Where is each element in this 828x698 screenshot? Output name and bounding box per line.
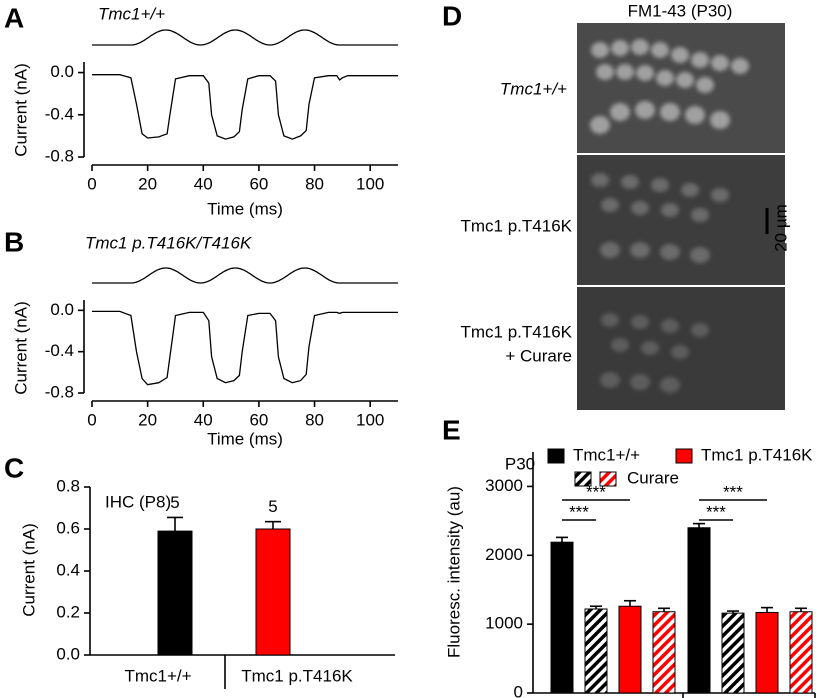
current-trace bbox=[92, 74, 398, 140]
y-tick-label: 0.4 bbox=[56, 560, 80, 579]
annotation: IHC (P8) bbox=[105, 492, 171, 511]
y-tick-label: 0.0 bbox=[56, 644, 80, 663]
bar bbox=[687, 527, 711, 694]
bar bbox=[618, 605, 642, 694]
x-tick-label: 20 bbox=[138, 410, 157, 429]
y-tick-label: -0.8 bbox=[45, 382, 74, 401]
y-tick-label: -0.8 bbox=[45, 146, 74, 165]
image bbox=[577, 155, 785, 285]
y-axis-label: Current (nA) bbox=[19, 523, 38, 617]
bar bbox=[584, 608, 608, 694]
chart-title: Tmc1+/+ bbox=[98, 4, 165, 23]
y-tick-label: -0.4 bbox=[45, 341, 74, 360]
n-label: 5 bbox=[170, 493, 179, 512]
y-tick-label: 0.8 bbox=[56, 476, 80, 495]
y-tick-label: 2000 bbox=[485, 545, 523, 564]
y-tick-label: 0.2 bbox=[56, 602, 80, 621]
y-tick-label: -0.4 bbox=[45, 104, 74, 123]
panel-letter: E bbox=[442, 414, 461, 445]
y-axis-label: Current (nA) bbox=[11, 63, 30, 157]
x-tick-label: Tmc1+/+ bbox=[124, 666, 191, 685]
significance-label: *** bbox=[723, 482, 743, 501]
legend-swatch bbox=[574, 471, 592, 487]
legend-swatch bbox=[599, 471, 617, 487]
panel-letter: B bbox=[4, 226, 24, 257]
y-tick-label: 1000 bbox=[485, 614, 523, 633]
current-trace bbox=[92, 310, 398, 386]
significance-label: *** bbox=[586, 482, 606, 501]
row-label: Tmc1+/+ bbox=[500, 79, 567, 98]
bar bbox=[721, 612, 745, 694]
row-label: + Curare bbox=[505, 346, 572, 365]
bar bbox=[550, 541, 574, 694]
microscopy-panel: FM1-43 (P30) Tmc1+/+ Tmc1 p.T416K Tmc1 p… bbox=[461, 1, 790, 410]
bar bbox=[157, 530, 193, 656]
cells bbox=[591, 173, 729, 263]
x-tick-label: 60 bbox=[249, 174, 268, 193]
panel-letter: C bbox=[4, 452, 24, 483]
x-axis-label: Time (ms) bbox=[207, 199, 283, 218]
x-tick-label: 20 bbox=[138, 174, 157, 193]
x-tick-label: 60 bbox=[249, 410, 268, 429]
row-label: Tmc1 p.T416K bbox=[461, 216, 573, 235]
legend-swatch bbox=[675, 448, 693, 464]
stimulus bbox=[92, 29, 398, 46]
bar bbox=[255, 528, 291, 656]
y-tick-label: 0.0 bbox=[50, 300, 74, 319]
bar bbox=[652, 611, 676, 694]
x-axis-label: Time (ms) bbox=[207, 429, 283, 448]
bar bbox=[755, 611, 779, 694]
row-label: Tmc1 p.T416K bbox=[461, 322, 573, 341]
panel-letter: D bbox=[442, 0, 462, 31]
legend-label: Curare bbox=[627, 468, 679, 487]
y-axis-label: Current (nA) bbox=[11, 301, 30, 395]
x-tick-label: 40 bbox=[194, 410, 213, 429]
x-tick-label: 0 bbox=[87, 174, 96, 193]
panel-letter: A bbox=[4, 2, 24, 33]
x-tick-label: 40 bbox=[194, 174, 213, 193]
x-tick-label: 80 bbox=[305, 410, 324, 429]
y-tick-label: 0.6 bbox=[56, 518, 80, 537]
significance-label: *** bbox=[569, 502, 589, 521]
cells bbox=[600, 313, 709, 393]
image-title: FM1-43 (P30) bbox=[628, 1, 733, 20]
x-tick-label: 80 bbox=[305, 174, 324, 193]
x-tick-label: 100 bbox=[356, 410, 384, 429]
legend-swatch bbox=[547, 448, 565, 464]
x-tick-label: 100 bbox=[356, 174, 384, 193]
y-axis-label: Fluoresc. intensity (au) bbox=[444, 486, 463, 658]
chart-title: Tmc1 p.T416K/T416K bbox=[85, 233, 252, 252]
significance-label: *** bbox=[706, 502, 726, 521]
y-tick-label: 0 bbox=[514, 682, 523, 698]
y-tick-label: 3000 bbox=[485, 476, 523, 495]
legend-label: Tmc1 p.T416K bbox=[701, 445, 813, 464]
legend-label: Tmc1+/+ bbox=[573, 445, 640, 464]
n-label: 5 bbox=[268, 497, 277, 516]
image bbox=[577, 23, 785, 153]
cells bbox=[590, 39, 749, 134]
y-tick-label: 0.0 bbox=[50, 62, 74, 81]
x-tick-label: 0 bbox=[87, 410, 96, 429]
x-tick-label: Tmc1 p.T416K bbox=[241, 666, 353, 685]
bar bbox=[789, 611, 813, 694]
scale-label: 20 µm bbox=[771, 204, 790, 252]
annotation: P30 bbox=[505, 454, 535, 473]
stimulus bbox=[92, 267, 398, 284]
